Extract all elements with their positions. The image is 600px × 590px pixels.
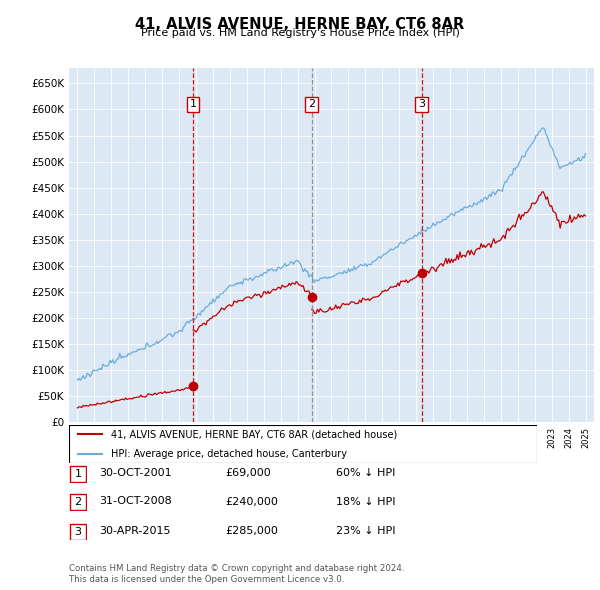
Text: 30-OCT-2001: 30-OCT-2001 [99, 468, 172, 478]
Text: 23% ↓ HPI: 23% ↓ HPI [336, 526, 395, 536]
Text: 41, ALVIS AVENUE, HERNE BAY, CT6 8AR (detached house): 41, ALVIS AVENUE, HERNE BAY, CT6 8AR (de… [111, 430, 397, 440]
Text: 2: 2 [308, 99, 315, 109]
Text: 30-APR-2015: 30-APR-2015 [99, 526, 170, 536]
Text: 3: 3 [418, 99, 425, 109]
Text: 18% ↓ HPI: 18% ↓ HPI [336, 497, 395, 506]
Text: 60% ↓ HPI: 60% ↓ HPI [336, 468, 395, 478]
Text: £285,000: £285,000 [225, 526, 278, 536]
Text: 1: 1 [190, 99, 197, 109]
Text: £240,000: £240,000 [225, 497, 278, 506]
Text: 2: 2 [74, 497, 82, 507]
Text: £69,000: £69,000 [225, 468, 271, 478]
Text: This data is licensed under the Open Government Licence v3.0.: This data is licensed under the Open Gov… [69, 575, 344, 584]
Text: 1: 1 [74, 469, 82, 478]
Text: HPI: Average price, detached house, Canterbury: HPI: Average price, detached house, Cant… [111, 448, 347, 458]
Text: Contains HM Land Registry data © Crown copyright and database right 2024.: Contains HM Land Registry data © Crown c… [69, 565, 404, 573]
Text: 41, ALVIS AVENUE, HERNE BAY, CT6 8AR: 41, ALVIS AVENUE, HERNE BAY, CT6 8AR [136, 17, 464, 31]
Text: Price paid vs. HM Land Registry's House Price Index (HPI): Price paid vs. HM Land Registry's House … [140, 28, 460, 38]
Text: 3: 3 [74, 527, 82, 536]
Text: 31-OCT-2008: 31-OCT-2008 [99, 497, 172, 506]
